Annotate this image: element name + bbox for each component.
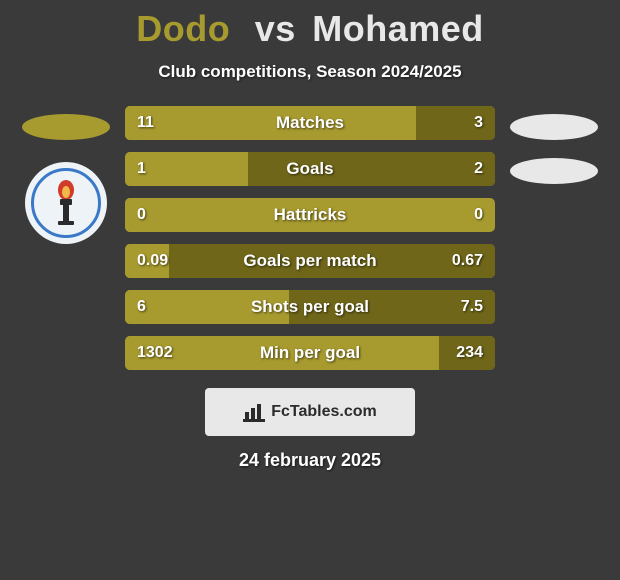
comparison-infographic: Dodo vs Mohamed Club competitions, Seaso…	[0, 0, 620, 580]
stat-bar-5: 1302234Min per goal	[125, 336, 495, 370]
subtitle: Club competitions, Season 2024/2025	[0, 62, 620, 82]
stat-label: Matches	[125, 106, 495, 140]
player2-oval-1	[510, 114, 598, 140]
player1-club-badge	[25, 162, 107, 244]
stat-label: Goals per match	[125, 244, 495, 278]
stat-label: Goals	[125, 152, 495, 186]
footer-date: 24 february 2025	[0, 450, 620, 471]
stat-bars: 113Matches 12Goals 00Hattricks 0.090.67Goal…	[125, 106, 495, 370]
stat-label: Shots per goal	[125, 290, 495, 324]
stat-label: Min per goal	[125, 336, 495, 370]
player2-oval-2	[510, 158, 598, 184]
player2-name: Mohamed	[312, 8, 484, 49]
stat-bar-2: 00Hattricks	[125, 198, 495, 232]
stat-bar-0: 113Matches	[125, 106, 495, 140]
chart-icon	[243, 402, 265, 422]
page-title: Dodo vs Mohamed	[0, 8, 620, 50]
player1-name: Dodo	[136, 8, 230, 49]
stat-bar-1: 12Goals	[125, 152, 495, 186]
brand-text: FcTables.com	[271, 403, 377, 421]
content-row: 113Matches 12Goals 00Hattricks 0.090.67Goal…	[0, 106, 620, 370]
stat-label: Hattricks	[125, 198, 495, 232]
stat-bar-3: 0.090.67Goals per match	[125, 244, 495, 278]
brand-box: FcTables.com	[205, 388, 415, 436]
player1-oval	[22, 114, 110, 140]
club-ring	[31, 168, 101, 238]
right-side	[509, 106, 599, 184]
left-side	[21, 106, 111, 244]
vs-label: vs	[255, 8, 296, 49]
stat-bar-4: 67.5Shots per goal	[125, 290, 495, 324]
